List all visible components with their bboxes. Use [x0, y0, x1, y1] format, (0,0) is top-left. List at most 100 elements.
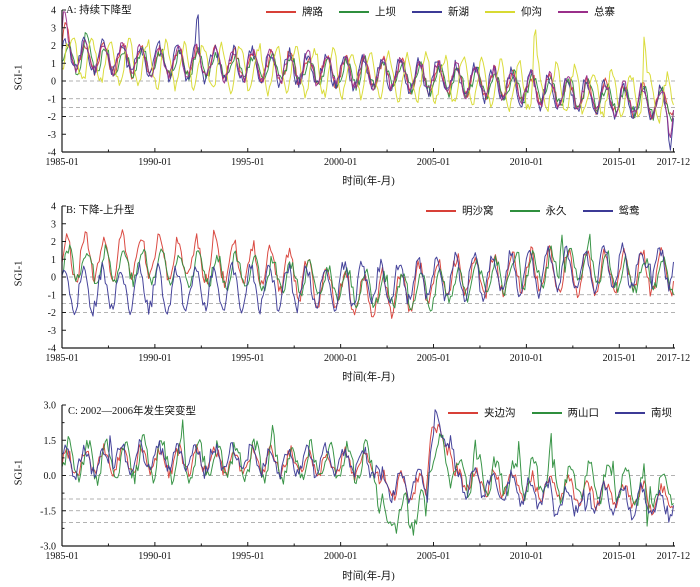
panel-c-x-axis-label: 时间(年-月) — [342, 571, 395, 582]
svg-text:1: 1 — [51, 255, 56, 266]
legend-label: 永久 — [545, 206, 567, 217]
legend-item: 南坝 — [615, 405, 672, 420]
svg-text:2010-01: 2010-01 — [510, 353, 543, 364]
tick-marks — [61, 404, 674, 547]
svg-text:2005-01: 2005-01 — [417, 353, 450, 364]
legend-item: 鸳鸯 — [582, 203, 640, 218]
svg-text:4: 4 — [51, 6, 56, 17]
legend-line-swatch — [509, 209, 540, 212]
svg-text:-3.0: -3.0 — [40, 542, 56, 553]
svg-text:0.0: 0.0 — [44, 471, 57, 482]
svg-text:2017-12: 2017-12 — [657, 157, 690, 168]
svg-text:2: 2 — [51, 41, 56, 52]
svg-text:-2: -2 — [48, 112, 56, 123]
legend-line-swatch — [582, 209, 613, 212]
tick-marks — [61, 205, 674, 349]
panel-b-title: B: 下降-上升型 — [66, 205, 135, 216]
legend-line-swatch — [615, 411, 645, 414]
svg-text:-2: -2 — [48, 308, 56, 319]
svg-text:2000-01: 2000-01 — [324, 353, 357, 364]
panel-b-x-axis-label: 时间(年-月) — [342, 372, 395, 383]
svg-text:0: 0 — [51, 77, 56, 88]
legend-label: 南坝 — [651, 408, 672, 419]
svg-text:4: 4 — [51, 202, 56, 213]
svg-text:3: 3 — [51, 219, 56, 230]
panel-c: 3.0 1.5 0.0 -1.5 -3.0 1985-01 1990-01 1995-01 20… — [0, 392, 700, 587]
legend-item: 仰沟 — [485, 4, 542, 19]
svg-text:-3: -3 — [48, 326, 56, 337]
svg-text:-1: -1 — [48, 290, 56, 301]
legend-line-swatch — [266, 10, 296, 13]
svg-text:1.5: 1.5 — [44, 436, 57, 447]
legend-item: 夹边沟 — [448, 405, 516, 420]
panel-a: 4 3 2 1 0 -1 -2 -3 -4 1985-01 1990-01 1995-01 2000-0… — [0, 0, 700, 196]
legend-label: 总寨 — [594, 7, 615, 18]
svg-text:-4: -4 — [48, 344, 56, 355]
svg-text:-1.5: -1.5 — [40, 506, 56, 517]
svg-text:1: 1 — [51, 59, 56, 70]
legend-item: 永久 — [509, 203, 567, 218]
svg-text:2010-01: 2010-01 — [510, 157, 543, 168]
legend-item: 牌路 — [266, 4, 323, 19]
legend-item: 明沙窝 — [426, 203, 494, 218]
legend-label: 新湖 — [448, 7, 469, 18]
series-lines — [61, 11, 674, 151]
legend-line-swatch — [485, 10, 515, 13]
svg-text:2005-01: 2005-01 — [417, 551, 450, 562]
svg-text:-1: -1 — [48, 94, 56, 105]
svg-text:1985-01: 1985-01 — [45, 551, 78, 562]
svg-text:2015-01: 2015-01 — [603, 353, 636, 364]
svg-text:1990-01: 1990-01 — [138, 353, 171, 364]
svg-text:2015-01: 2015-01 — [603, 157, 636, 168]
svg-text:1990-01: 1990-01 — [138, 157, 171, 168]
legend-line-swatch — [558, 10, 588, 13]
panel-b: 4 3 2 1 0 -1 -2 -3 -4 1985-01 1990-01 1995-01 2000-0… — [0, 196, 700, 392]
panel-b-y-axis-label: SGI-1 — [13, 260, 25, 287]
legend-label: 上坝 — [375, 7, 396, 18]
svg-text:2000-01: 2000-01 — [324, 157, 357, 168]
svg-text:2017-12: 2017-12 — [657, 551, 690, 562]
svg-text:-4: -4 — [48, 148, 56, 159]
legend-label: 牌路 — [302, 7, 323, 18]
threshold-lines — [62, 276, 675, 313]
panel-a-legend: 牌路 上坝 新湖 仰沟 总寨 — [266, 4, 631, 19]
panel-a-title: A: 持续下降型 — [66, 5, 132, 16]
svg-text:2005-01: 2005-01 — [417, 157, 450, 168]
legend-line-swatch — [339, 10, 369, 13]
svg-text:3.0: 3.0 — [44, 401, 57, 412]
tick-marks — [61, 9, 674, 153]
legend-item: 上坝 — [339, 4, 396, 19]
svg-text:2017-12: 2017-12 — [657, 353, 690, 364]
legend-line-swatch — [426, 209, 456, 212]
legend-item: 两山口 — [531, 405, 600, 420]
svg-text:1995-01: 1995-01 — [231, 157, 264, 168]
legend-item: 总寨 — [558, 4, 615, 19]
legend-item: 新湖 — [412, 4, 469, 19]
legend-line-swatch — [448, 411, 478, 414]
svg-text:2000-01: 2000-01 — [324, 551, 357, 562]
series-lines — [61, 229, 674, 319]
svg-text:-3: -3 — [48, 130, 56, 141]
svg-text:2015-01: 2015-01 — [603, 551, 636, 562]
legend-label: 两山口 — [567, 408, 600, 419]
panel-c-y-axis-label: SGI-1 — [13, 459, 25, 486]
legend-line-swatch — [531, 411, 562, 414]
svg-text:0: 0 — [51, 273, 56, 284]
panel-b-legend: 明沙窝 永久 鸳鸯 — [426, 203, 656, 218]
svg-text:1990-01: 1990-01 — [138, 551, 171, 562]
legend-label: 仰沟 — [521, 7, 542, 18]
svg-text:1995-01: 1995-01 — [231, 353, 264, 364]
series-lines — [61, 409, 674, 536]
panel-c-title: C: 2002—2006年发生突变型 — [68, 406, 197, 417]
panel-c-legend: 夹边沟 两山口 南坝 — [448, 405, 688, 420]
legend-line-swatch — [412, 10, 442, 13]
svg-text:2: 2 — [51, 237, 56, 248]
panel-a-x-axis-label: 时间(年-月) — [342, 176, 395, 187]
svg-text:1985-01: 1985-01 — [45, 157, 78, 168]
